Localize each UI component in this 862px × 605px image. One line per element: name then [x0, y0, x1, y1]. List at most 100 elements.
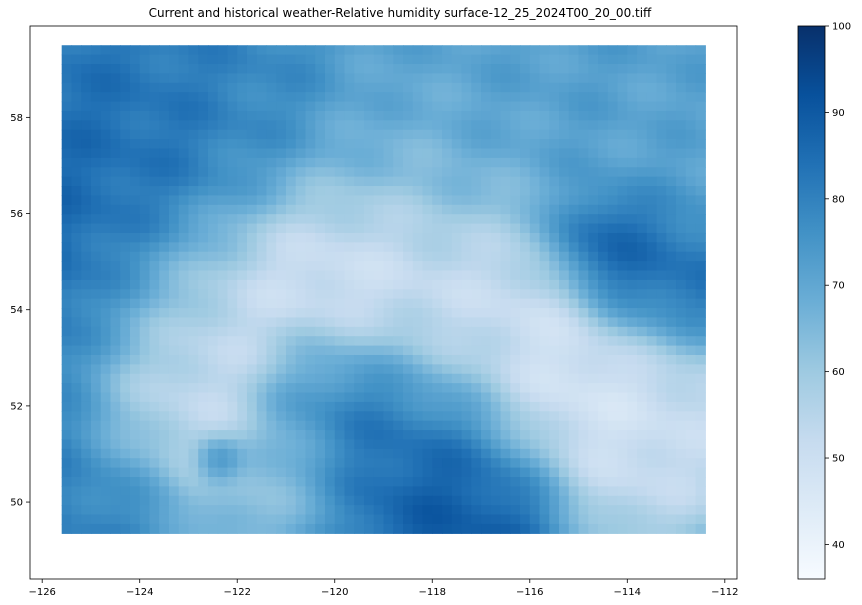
heatmap-cell [578, 458, 589, 469]
heatmap-cell [315, 411, 326, 422]
heatmap-cell [71, 186, 82, 197]
heatmap-cell [520, 157, 531, 168]
heatmap-cell [266, 383, 277, 394]
heatmap-cell [373, 223, 385, 234]
heatmap-cell [588, 345, 599, 356]
heatmap-cell [559, 345, 570, 356]
heatmap-cell [559, 279, 570, 290]
heatmap-cell [646, 514, 658, 525]
heatmap-cell [373, 430, 385, 441]
heatmap-cell [607, 101, 619, 112]
heatmap-cell [510, 251, 521, 262]
heatmap-cell [383, 523, 394, 534]
heatmap-cell [412, 345, 424, 356]
heatmap-cell [442, 308, 453, 319]
heatmap-cell [549, 467, 560, 478]
heatmap-cell [490, 383, 502, 394]
heatmap-cell [471, 232, 482, 243]
heatmap-cell [646, 523, 658, 534]
heatmap-cell [588, 298, 599, 309]
heatmap-cell [71, 411, 82, 422]
heatmap-cell [217, 514, 229, 525]
heatmap-cell [227, 308, 238, 319]
heatmap-cell [217, 186, 229, 197]
heatmap-cell [461, 251, 472, 262]
heatmap-cell [315, 364, 326, 375]
heatmap-cell [676, 139, 687, 150]
heatmap-cell [383, 495, 394, 506]
heatmap-cell [159, 64, 170, 74]
heatmap-cell [383, 505, 394, 516]
heatmap-cell [520, 139, 531, 150]
heatmap-cell [422, 129, 433, 140]
heatmap-cell [217, 176, 229, 187]
heatmap-cell [617, 223, 628, 234]
heatmap-cell [188, 514, 199, 525]
heatmap-cell [120, 92, 131, 103]
heatmap-cell [549, 458, 560, 469]
heatmap-cell [676, 505, 687, 516]
heatmap-cell [276, 354, 287, 365]
y-tick-label: 52 [10, 401, 23, 412]
heatmap-cell [90, 336, 102, 347]
heatmap-cell [559, 167, 570, 178]
heatmap-cell [471, 289, 482, 300]
heatmap-cell [139, 523, 151, 534]
heatmap-cell [364, 514, 375, 525]
heatmap-cell [129, 364, 141, 375]
heatmap-cell [383, 308, 394, 319]
heatmap-cell [168, 354, 180, 365]
heatmap-cell [481, 251, 492, 262]
heatmap-cell [188, 364, 199, 375]
heatmap-cell [276, 279, 287, 290]
heatmap-cell [188, 420, 199, 431]
heatmap-cell [529, 73, 541, 84]
heatmap-cell [461, 223, 472, 234]
heatmap-cell [666, 64, 677, 74]
heatmap-cell [71, 354, 82, 365]
heatmap-cell [559, 448, 570, 459]
heatmap-cell [354, 420, 365, 431]
heatmap-cell [168, 298, 180, 309]
heatmap-cell [568, 392, 580, 403]
heatmap-cell [110, 204, 121, 215]
heatmap-cell [393, 458, 404, 469]
heatmap-cell [324, 176, 336, 187]
heatmap-cell [168, 289, 180, 300]
heatmap-cell [685, 186, 697, 197]
heatmap-cell [139, 317, 151, 328]
heatmap-cell [578, 505, 589, 516]
heatmap-cell [490, 392, 502, 403]
heatmap-cell [607, 486, 619, 497]
heatmap-cell [442, 261, 453, 272]
heatmap-cell [637, 317, 648, 328]
heatmap-cell [461, 195, 472, 206]
heatmap-cell [578, 467, 589, 478]
heatmap-cell [188, 373, 199, 384]
heatmap-cell [549, 195, 560, 206]
heatmap-cell [198, 223, 209, 234]
heatmap-cell [354, 157, 365, 168]
heatmap-cell [412, 467, 424, 478]
heatmap-cell [637, 195, 648, 206]
heatmap-cell [549, 92, 560, 103]
heatmap-cell [656, 167, 667, 178]
heatmap-cell [539, 373, 550, 384]
heatmap-cell [442, 373, 453, 384]
heatmap-cell [578, 242, 589, 253]
heatmap-cell [217, 242, 229, 253]
heatmap-cell [129, 129, 141, 140]
heatmap-cell [510, 392, 521, 403]
heatmap-cell [656, 514, 667, 525]
heatmap-cell [217, 261, 229, 272]
heatmap-cell [568, 439, 580, 450]
heatmap-cell [129, 148, 141, 159]
heatmap-cell [520, 495, 531, 506]
heatmap-cell [237, 261, 248, 272]
heatmap-cell [324, 354, 336, 365]
heatmap-cell [364, 73, 375, 84]
heatmap-cell [646, 430, 658, 441]
heatmap-cell [61, 420, 73, 431]
heatmap-cell [422, 148, 433, 159]
heatmap-cell [246, 477, 258, 487]
